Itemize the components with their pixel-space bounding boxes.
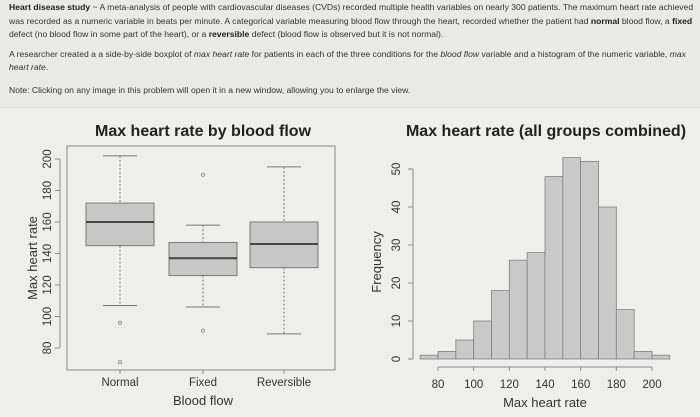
boxplot-x-tick-label: Fixed [189, 377, 217, 389]
histogram-chart[interactable]: Max heart rate (all groups combined) 0 10… [369, 123, 686, 410]
problem-intro: Heart disease study ~ A meta-analysis of… [9, 1, 697, 98]
boxplot-y-axis: 80 100 120 140 160 180 200 [42, 149, 61, 355]
histogram-title: Max heart rate (all groups combined) [406, 123, 686, 140]
histogram-y-label: Frequency [369, 231, 384, 293]
histogram-x-tick-label: 160 [571, 379, 590, 391]
boxplot-y-tick-label: 100 [42, 307, 54, 326]
histogram-bar [633, 350, 653, 360]
enlarge-note: Note: Clicking on any image in this prob… [9, 84, 411, 95]
outlier-point [200, 172, 205, 177]
histogram-x-tick-label: 120 [500, 379, 519, 391]
histogram-y-tick-label: 10 [391, 315, 403, 328]
boxplot-y-tick-label: 160 [42, 212, 54, 231]
histogram-bar [508, 259, 528, 360]
boxplot-x-tick-label: Normal [101, 377, 138, 389]
histogram-x-label: Max heart rate [503, 395, 587, 410]
box-normal [85, 155, 155, 365]
histogram-bar [526, 252, 546, 360]
histogram-bar [419, 354, 439, 360]
histogram-bar [437, 350, 457, 360]
histogram-x-tick-label: 140 [535, 379, 554, 391]
boxplot-y-tick-label: 200 [42, 149, 54, 168]
boxplot-chart[interactable]: Max heart rate by blood flow 80 100 120 140… [25, 123, 336, 408]
iqr-box [85, 202, 155, 247]
boxplot-x-axis: Normal Fixed Reversible [101, 370, 311, 389]
histogram-y-axis: 0 10 20 30 40 50 [391, 163, 414, 362]
boxplot-frame [66, 145, 336, 371]
histogram-bar [544, 176, 564, 360]
histogram-bar [580, 160, 599, 360]
histogram-bar [562, 157, 582, 360]
boxplot-y-tick-label: 80 [42, 342, 54, 355]
boxplot-title: Max heart rate by blood flow [95, 123, 312, 140]
boxplot-y-label: Max heart rate [25, 216, 40, 300]
boxplot-y-tick-label: 120 [42, 275, 54, 294]
histogram-bar [615, 309, 635, 360]
histogram-x-tick-label: 100 [464, 379, 483, 391]
boxplot-boxes [85, 155, 319, 365]
histogram-bar [455, 339, 475, 360]
histogram-y-tick-label: 50 [391, 163, 403, 176]
histogram-x-axis: 80 100 120 140 160 180 200 [432, 366, 662, 391]
box-reversible [249, 166, 319, 335]
histogram-x-tick-label: 200 [642, 379, 661, 391]
intro-paragraph-2: A researcher created a a side-by-side bo… [9, 48, 686, 73]
box-fixed [168, 172, 238, 333]
boxplot-x-label: Blood flow [173, 393, 234, 408]
boxplot-y-tick-label: 180 [42, 181, 54, 200]
histogram-y-tick-label: 20 [391, 277, 403, 290]
histogram-bar [491, 290, 510, 360]
histogram-x-tick-label: 80 [432, 379, 445, 391]
histogram-bar [473, 320, 492, 360]
outlier-point [118, 360, 123, 365]
histogram-y-tick-label: 40 [391, 201, 403, 214]
histogram-bars [419, 157, 671, 360]
histogram-y-tick-label: 30 [391, 239, 403, 252]
boxplot-x-tick-label: Reversible [257, 377, 311, 389]
boxplot-y-tick-label: 140 [42, 244, 54, 263]
outlier-point [200, 328, 205, 333]
outlier-point [118, 320, 123, 325]
histogram-y-tick-label: 0 [391, 356, 403, 362]
intro-paragraph-1: Heart disease study ~ A meta-analysis of… [9, 2, 694, 40]
histogram-bar [651, 354, 671, 360]
histogram-bar [598, 206, 617, 360]
histogram-x-tick-label: 180 [607, 379, 626, 391]
study-title: Heart disease study [9, 2, 91, 12]
